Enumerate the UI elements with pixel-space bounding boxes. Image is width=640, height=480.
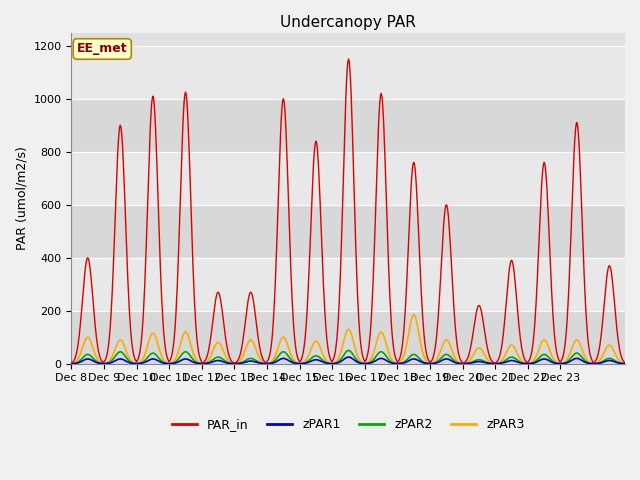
Y-axis label: PAR (umol/m2/s): PAR (umol/m2/s)	[15, 146, 28, 250]
zPAR2	[180, 350, 188, 356]
PAR_in	[355, 315, 363, 321]
PAR_in	[180, 109, 188, 115]
Title: Undercanopy PAR: Undercanopy PAR	[280, 15, 416, 30]
zPAR3	[492, 360, 500, 366]
Line: zPAR1: zPAR1	[72, 357, 625, 364]
PAR_in	[621, 360, 629, 365]
Line: zPAR2: zPAR2	[72, 350, 625, 364]
PAR_in	[459, 360, 467, 366]
zPAR1	[68, 361, 76, 367]
PAR_in	[492, 360, 500, 365]
PAR_in	[142, 246, 150, 252]
zPAR1	[345, 354, 353, 360]
Bar	[72, 311, 625, 364]
Bar	[72, 46, 625, 99]
zPAR1	[180, 357, 188, 362]
zPAR3	[68, 360, 76, 366]
zPAR2	[345, 348, 353, 353]
Bar	[72, 99, 625, 152]
zPAR2	[142, 356, 150, 362]
PAR_in	[131, 355, 138, 361]
zPAR2	[68, 361, 76, 367]
zPAR3	[142, 348, 150, 354]
zPAR1	[142, 359, 150, 364]
zPAR2	[621, 361, 629, 367]
zPAR1	[459, 361, 467, 367]
Bar	[72, 258, 625, 311]
zPAR2	[402, 358, 410, 364]
zPAR3	[354, 354, 362, 360]
zPAR1	[621, 361, 629, 367]
zPAR3	[401, 349, 409, 355]
zPAR3	[410, 312, 417, 318]
zPAR2	[492, 361, 500, 367]
zPAR3	[131, 360, 138, 366]
zPAR2	[459, 361, 467, 367]
Legend: PAR_in, zPAR1, zPAR2, zPAR3: PAR_in, zPAR1, zPAR2, zPAR3	[166, 413, 530, 436]
zPAR3	[180, 331, 188, 337]
Bar	[72, 152, 625, 205]
zPAR2	[131, 360, 138, 366]
PAR_in	[68, 360, 76, 366]
Line: PAR_in: PAR_in	[72, 59, 625, 363]
zPAR3	[459, 360, 467, 366]
zPAR1	[402, 360, 410, 365]
Bar	[72, 205, 625, 258]
PAR_in	[345, 56, 353, 62]
zPAR3	[621, 360, 629, 366]
Line: zPAR3: zPAR3	[72, 315, 625, 363]
zPAR1	[131, 360, 138, 366]
zPAR1	[355, 360, 363, 366]
zPAR1	[492, 361, 500, 367]
PAR_in	[402, 301, 410, 307]
Text: EE_met: EE_met	[77, 43, 127, 56]
zPAR2	[355, 359, 363, 365]
